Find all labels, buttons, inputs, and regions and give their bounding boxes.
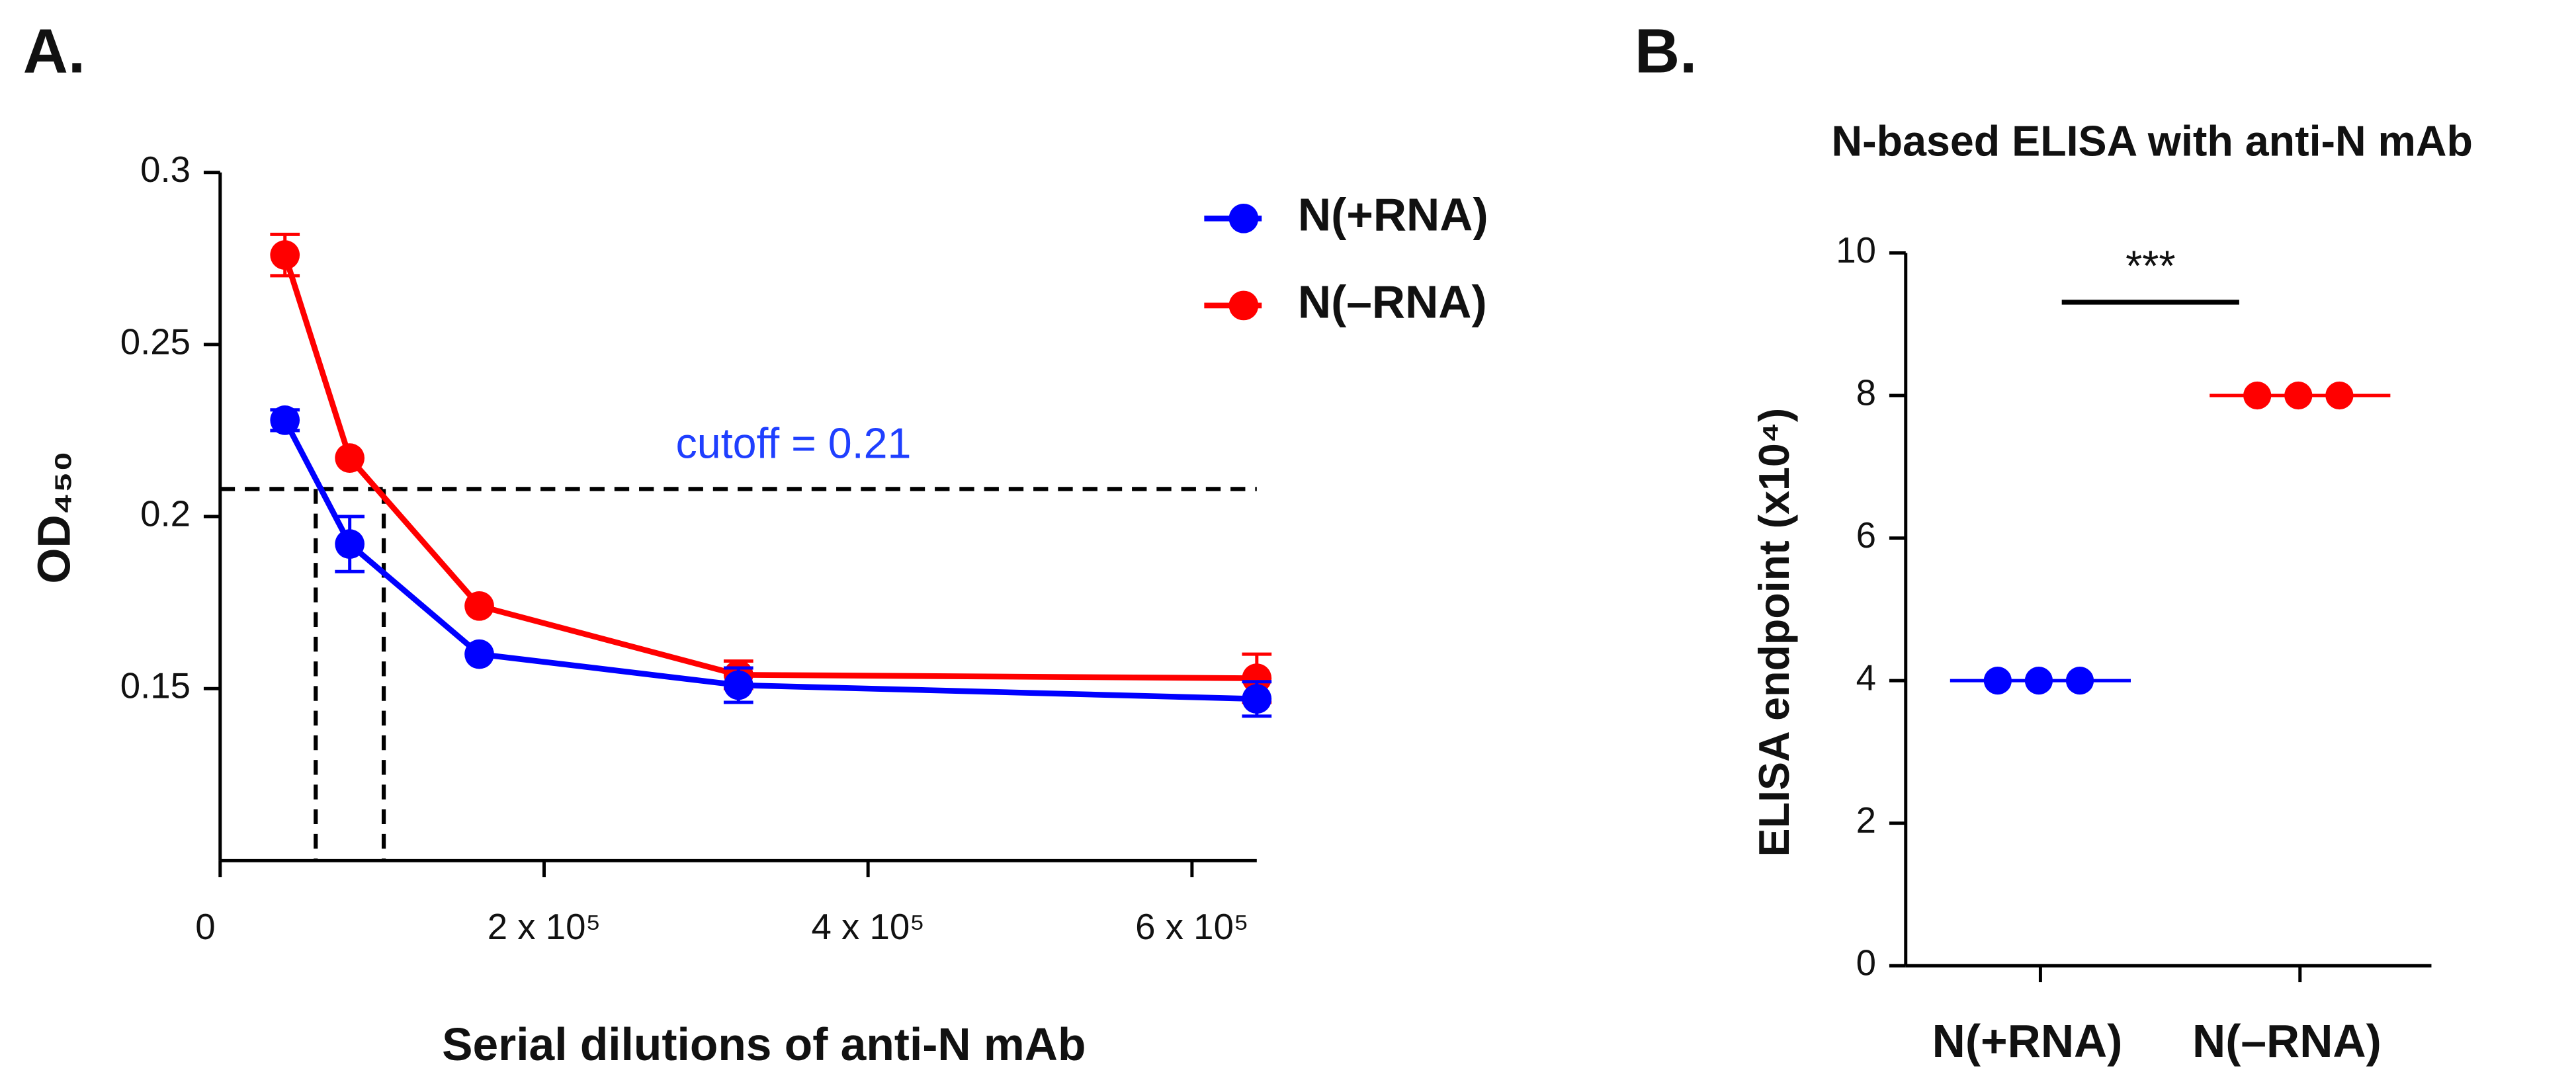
y-tick-label: 6 (1856, 515, 1876, 556)
data-point (464, 591, 494, 621)
data-point (270, 240, 300, 270)
significance-label: *** (2125, 242, 2175, 290)
chart-title: N-based ELISA with anti-N mAb (1832, 118, 2473, 165)
panel-label: B. (1635, 16, 1697, 85)
data-point (2024, 667, 2053, 695)
y-tick-label: 0.25 (120, 321, 191, 362)
data-point (2325, 381, 2354, 410)
data-point (1242, 684, 1272, 714)
legend-label: N(–RNA) (1298, 276, 1487, 327)
y-tick-label: 10 (1836, 230, 1876, 270)
y-axis-label: ELISA endpoint (x10⁴) (1750, 408, 1798, 857)
panel-label: A. (23, 16, 85, 85)
data-point (335, 443, 365, 473)
y-tick-label: 2 (1856, 800, 1876, 841)
x-tick-label: 0 (195, 907, 215, 947)
y-tick-label: 8 (1856, 372, 1876, 413)
data-point (723, 670, 753, 700)
y-tick-label: 0.15 (120, 666, 191, 706)
y-tick-label: 4 (1856, 658, 1876, 698)
data-point (1983, 667, 2012, 695)
data-point (2284, 381, 2313, 410)
y-tick-label: 0 (1856, 943, 1876, 983)
x-tick-label: 2 x 10⁵ (488, 907, 601, 947)
y-tick-label: 0.3 (140, 149, 191, 190)
y-tick-label: 0.2 (140, 493, 191, 534)
legend-marker (1228, 290, 1259, 321)
x-axis-label: Serial dilutions of anti-N mAb (442, 1018, 1086, 1070)
data-point (270, 405, 300, 435)
legend-marker (1228, 203, 1259, 233)
data-point (2243, 381, 2272, 410)
data-point (2065, 667, 2094, 695)
annotation: cutoff = 0.21 (676, 420, 912, 468)
y-axis-label: OD₄₅₀ (28, 451, 79, 584)
data-point (335, 529, 365, 560)
data-point (1242, 663, 1272, 693)
x-tick-label: N(–RNA) (2192, 1015, 2382, 1067)
x-tick-label: 6 x 10⁵ (1135, 907, 1248, 947)
x-tick-label: N(+RNA) (1932, 1015, 2123, 1067)
data-point (464, 639, 494, 669)
x-tick-label: 4 x 10⁵ (811, 907, 924, 947)
legend-label: N(+RNA) (1298, 189, 1488, 241)
